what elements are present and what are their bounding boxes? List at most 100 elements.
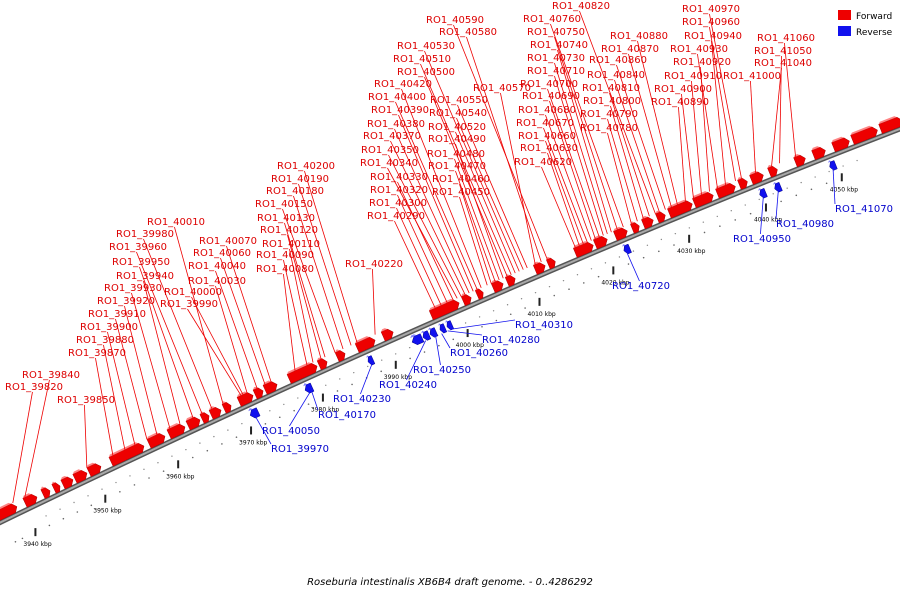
scale-tick-label: 3980 kbp (311, 407, 339, 414)
scale-dot (199, 442, 201, 444)
scale-dot (87, 495, 89, 497)
forward-gene-label: RO1_40880 (610, 31, 668, 42)
forward-gene-label: RO1_40590 (426, 15, 484, 26)
forward-leader-line (610, 105, 644, 219)
forward-leader-line (24, 379, 50, 498)
forward-gene-shade (878, 116, 897, 125)
reverse-gene-shade (366, 355, 370, 358)
reverse-gene-label: RO1_40230 (333, 394, 391, 405)
forward-leader-line (637, 40, 678, 205)
forward-gene-label: RO1_40940 (684, 31, 742, 42)
scale-minor-tick (795, 194, 798, 197)
reverse-gene-label: RO1_40310 (515, 320, 573, 331)
forward-leader-line (500, 92, 536, 265)
forward-gene-label: RO1_40300 (369, 198, 427, 209)
forward-leader-line (215, 285, 248, 393)
forward-leader-line (424, 76, 508, 277)
scale-dot (660, 238, 663, 241)
scale-dot (786, 187, 788, 189)
scale-dot (45, 515, 47, 517)
scale-minor-tick (206, 449, 209, 452)
scale-dot (492, 310, 495, 312)
scale-dot (381, 359, 383, 361)
reverse-gene-shade (428, 327, 432, 331)
label-leader-lines (12, 10, 836, 504)
scale-tick-label: 4010 kbp (527, 311, 555, 318)
forward-gene-label: RO1_40730 (527, 53, 585, 64)
forward-leader-line (784, 42, 796, 157)
forward-gene-label: RO1_39950 (112, 257, 170, 268)
forward-gene (460, 294, 472, 307)
forward-leader-line (388, 154, 462, 297)
scale-dot (283, 403, 285, 406)
scale-minor-tick (62, 517, 65, 520)
scale-dot (394, 353, 397, 355)
forward-gene (490, 280, 504, 294)
forward-leader-line (396, 207, 442, 306)
scale-dot (646, 244, 649, 246)
forward-leader-line (466, 36, 542, 263)
forward-gene-label: RO1_39900 (80, 322, 138, 333)
scale-minor-tick (597, 275, 600, 278)
forward-gene-label: RO1_40690 (522, 91, 580, 102)
forward-gene-label: RO1_40220 (345, 259, 403, 270)
reverse-gene-shade (758, 188, 762, 191)
scale-tick-label: 4050 kbp (830, 186, 858, 193)
forward-gene-label: RO1_40180 (266, 186, 324, 197)
scale-minor-tick (825, 182, 828, 185)
forward-leader-line (455, 131, 516, 274)
forward-gene-label: RO1_40000 (164, 287, 222, 298)
forward-leader-line (387, 167, 458, 299)
scale-minor-tick (48, 524, 51, 527)
scale-minor-tick (307, 403, 310, 405)
reverse-gene-label: RO1_40260 (450, 348, 508, 359)
reverse-gene (411, 333, 425, 345)
forward-gene-label: RO1_40710 (527, 66, 585, 77)
scale-minor-tick (14, 540, 17, 543)
forward-leader-line (771, 67, 782, 167)
forward-gene-label: RO1_40470 (428, 161, 486, 172)
scale-minor-tick (119, 490, 121, 493)
forward-gene-label: RO1_39990 (160, 299, 218, 310)
reverse-leader-line (311, 391, 319, 411)
legend-reverse-label: Reverse (856, 28, 893, 38)
forward-gene (655, 211, 666, 224)
forward-gene-shade (355, 336, 370, 344)
scale-dot (227, 429, 229, 431)
forward-gene-label: RO1_39870 (68, 348, 126, 359)
forward-gene-label: RO1_40860 (589, 55, 647, 66)
scale-tick-label: 3940 kbp (23, 541, 51, 548)
scale-minor-tick (509, 313, 512, 316)
forward-gene-label: RO1_40820 (552, 1, 610, 12)
forward-gene-shade (237, 391, 248, 398)
forward-gene-label: RO1_40920 (673, 57, 731, 68)
reverse-gene-shade (248, 408, 254, 412)
forward-leader-line (453, 24, 548, 260)
forward-gene-label: RO1_40390 (371, 105, 429, 116)
forward-gene-label: RO1_40580 (439, 27, 497, 38)
forward-gene-label: RO1_40530 (397, 41, 455, 52)
reverse-gene-shade (773, 182, 777, 185)
reverse-gene-shade (828, 160, 832, 163)
scale-dot (241, 422, 243, 425)
forward-leader-line (700, 66, 710, 192)
reverse-leader-line (289, 392, 311, 427)
scale-dot (157, 462, 159, 464)
forward-gene (262, 381, 278, 395)
legend-forward-swatch (838, 10, 851, 20)
forward-gene-label: RO1_39850 (57, 395, 115, 406)
scale-minor-tick (642, 256, 645, 259)
scale-minor-tick (719, 225, 721, 227)
forward-leader-line (187, 308, 242, 396)
scale-tick-label: 3970 kbp (239, 439, 267, 446)
forward-gene-label: RO1_39920 (97, 296, 155, 307)
forward-gene (380, 328, 394, 342)
scale-dot (604, 262, 607, 264)
reverse-gene-shade (622, 244, 626, 247)
forward-leader-line (609, 92, 650, 217)
scale-dot (716, 215, 718, 218)
reverse-leader-line (255, 417, 272, 445)
scale-minor-tick (481, 325, 483, 328)
scale-dot (297, 397, 299, 399)
